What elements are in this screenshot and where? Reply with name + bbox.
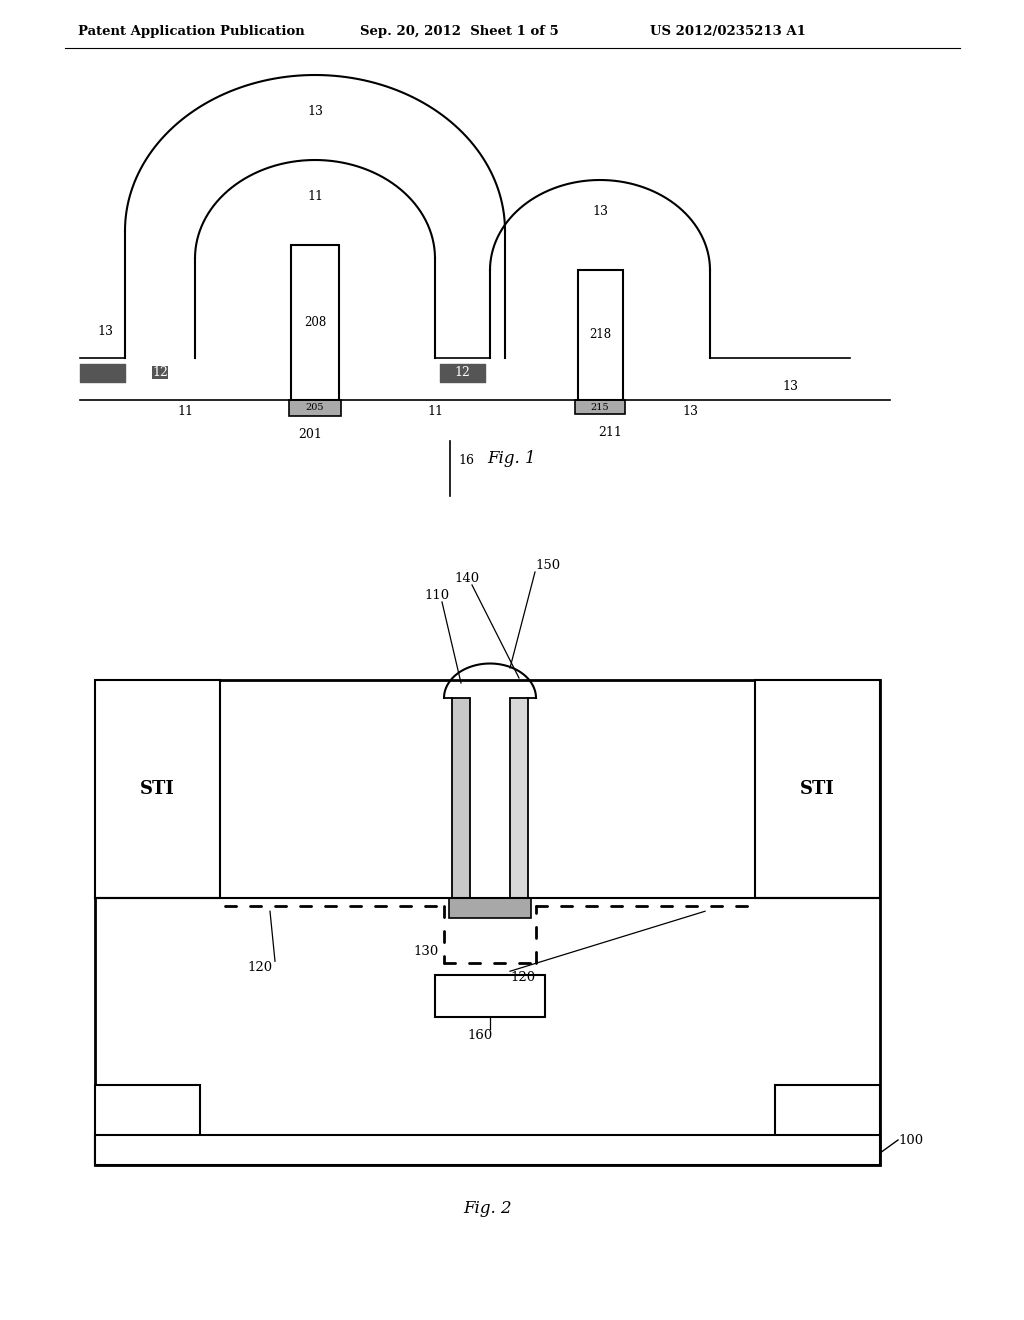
Text: STI: STI [800, 780, 835, 799]
Bar [578, 271, 623, 400]
Text: 215: 215 [591, 403, 609, 412]
Bar [95, 1135, 880, 1166]
Bar [95, 680, 880, 1166]
Text: 201: 201 [298, 428, 322, 441]
Text: 12: 12 [152, 366, 168, 379]
Text: 110: 110 [424, 589, 450, 602]
Text: 218: 218 [589, 329, 611, 342]
Text: 130: 130 [414, 945, 439, 958]
Text: 120: 120 [510, 972, 536, 985]
Bar [510, 698, 528, 898]
Text: 11: 11 [307, 190, 323, 203]
Text: 140: 140 [455, 572, 479, 585]
Bar [95, 1085, 200, 1166]
Bar [775, 1085, 880, 1166]
Text: 100: 100 [898, 1134, 923, 1147]
Bar [289, 400, 341, 416]
Bar [95, 680, 220, 898]
Text: 11: 11 [427, 405, 443, 418]
Text: 13: 13 [592, 205, 608, 218]
Text: 11: 11 [177, 405, 193, 418]
Bar [575, 400, 625, 414]
Text: Fig. 2: Fig. 2 [463, 1200, 512, 1217]
Bar [755, 680, 880, 898]
Text: 211: 211 [598, 426, 622, 440]
Bar [449, 898, 531, 919]
Text: 16: 16 [458, 454, 474, 467]
Text: 208: 208 [304, 315, 326, 329]
Text: 13: 13 [97, 325, 113, 338]
Text: US 2012/0235213 A1: US 2012/0235213 A1 [650, 25, 806, 38]
Text: 12: 12 [455, 366, 470, 379]
Text: Fig. 1: Fig. 1 [487, 450, 537, 467]
Text: 13: 13 [307, 106, 323, 117]
Text: 150: 150 [535, 558, 560, 572]
Text: 13: 13 [682, 405, 698, 418]
Text: 160: 160 [467, 1030, 493, 1043]
Text: Patent Application Publication: Patent Application Publication [78, 25, 305, 38]
Text: 205: 205 [306, 404, 325, 412]
Bar [452, 698, 470, 898]
Text: 13: 13 [782, 380, 798, 393]
Text: STI: STI [140, 780, 175, 799]
Text: Sep. 20, 2012  Sheet 1 of 5: Sep. 20, 2012 Sheet 1 of 5 [360, 25, 559, 38]
Bar [291, 246, 339, 400]
Text: 120: 120 [248, 961, 272, 974]
Bar [435, 975, 545, 1018]
